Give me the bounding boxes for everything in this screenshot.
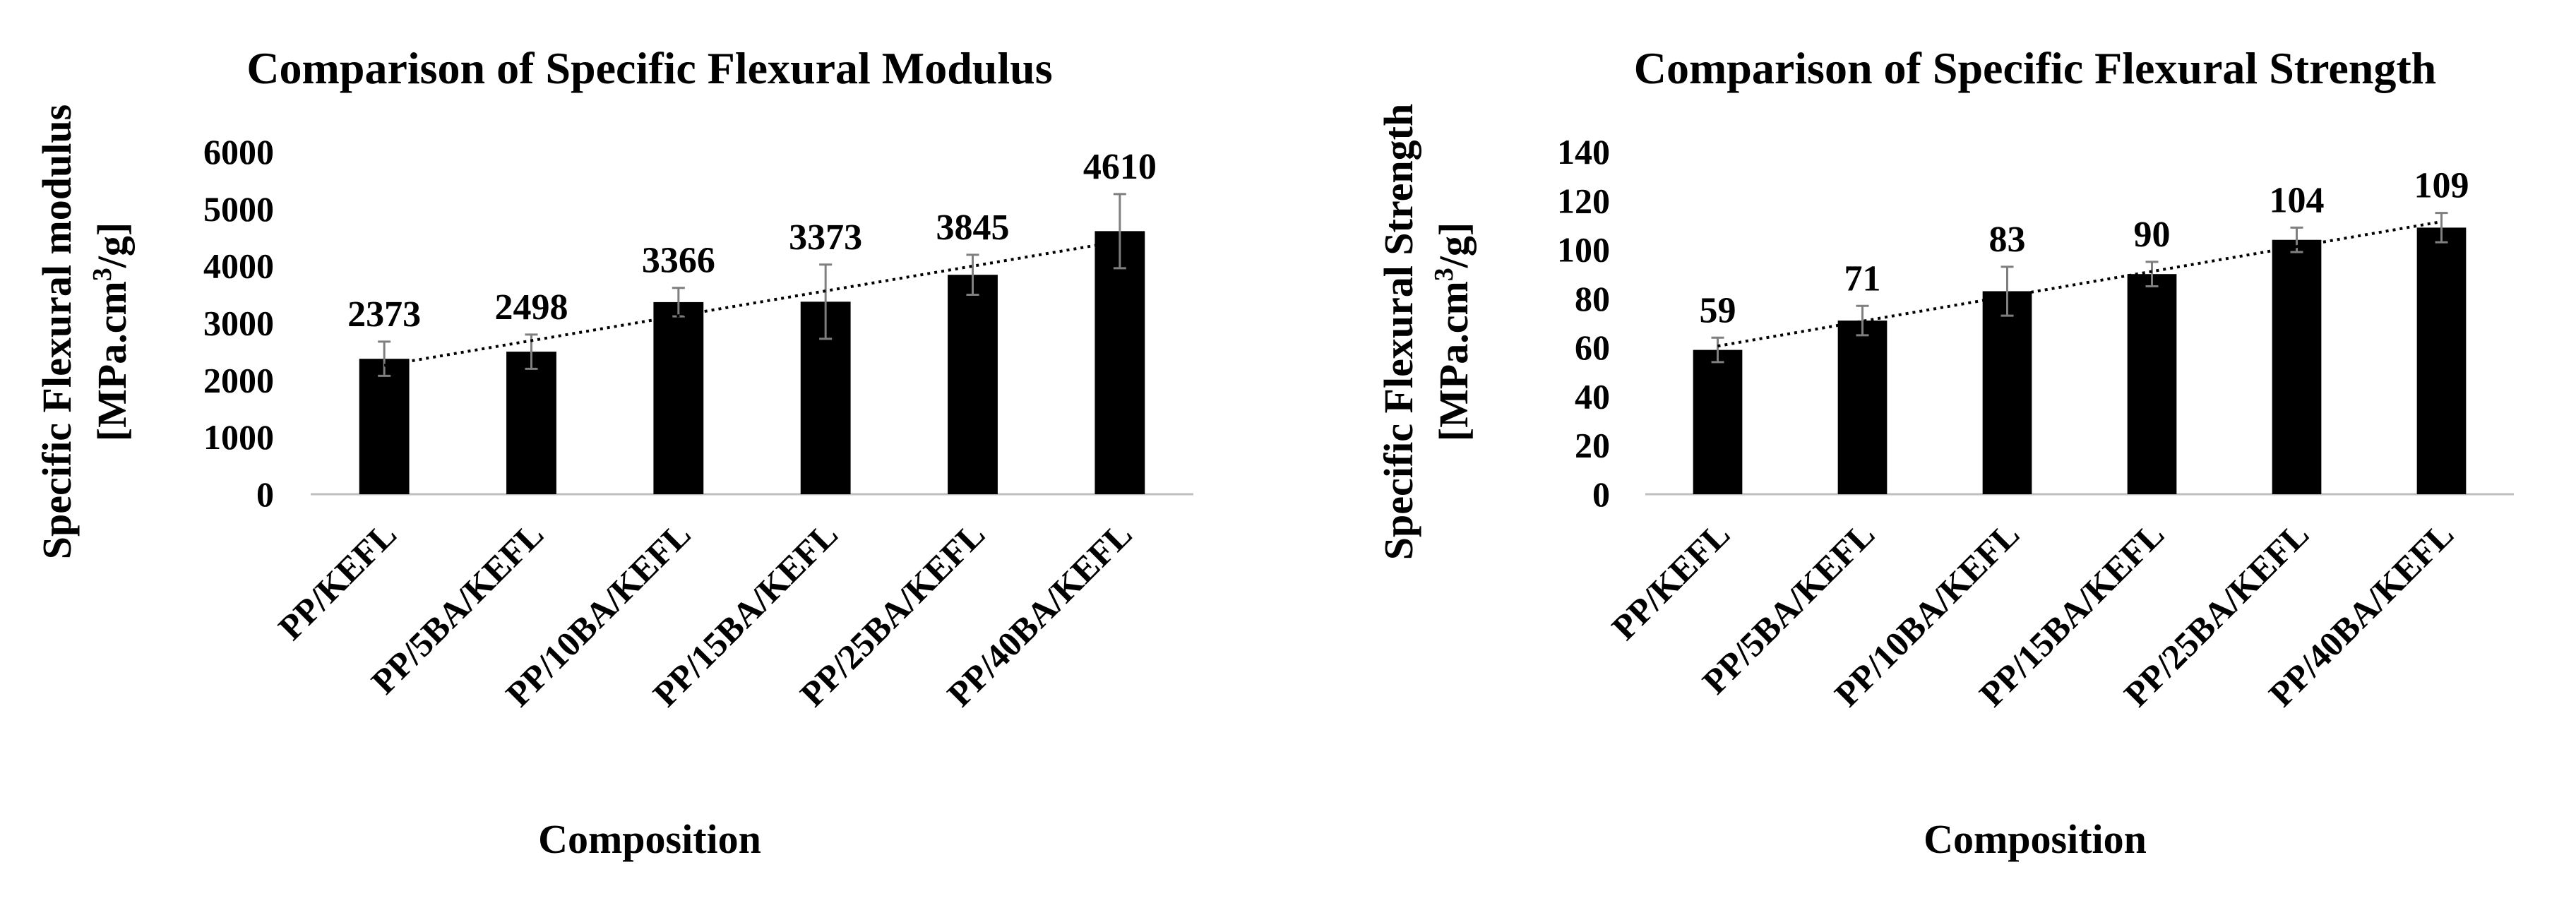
bar — [2127, 274, 2177, 494]
bar — [1693, 349, 1743, 494]
y-axis-title: Specific Flexural modulus — [34, 104, 80, 559]
data-label: 90 — [2134, 215, 2171, 255]
bar — [1982, 291, 2032, 494]
y-axis-unit: [MPa.cm3/g] — [88, 222, 135, 441]
data-label: 3373 — [789, 217, 862, 258]
y-tick-label: 2000 — [203, 360, 274, 400]
x-axis-title: Composition — [1924, 816, 2147, 862]
chart-1: Comparison of Specific Flexural Modulus S… — [34, 43, 1193, 862]
y-tick-label: 80 — [1575, 279, 1610, 318]
y-tick-label: 4000 — [203, 246, 274, 286]
category-label: PP/KEFL — [1604, 514, 1737, 647]
y-tick-label: 120 — [1557, 181, 1610, 220]
data-label: 2373 — [347, 294, 421, 335]
y-tick-label: 100 — [1557, 230, 1610, 270]
y-axis-unit: [MPa.cm3/g] — [1429, 222, 1477, 441]
y-axis-unit-text: [MPa.cm — [89, 281, 135, 441]
chart-title: Comparison of Specific Flexural Strength — [1634, 43, 2437, 93]
data-label: 59 — [1700, 290, 1736, 330]
y-axis-unit-text: /g] — [89, 222, 135, 268]
trendline — [1717, 220, 2442, 348]
bar — [1837, 321, 1888, 494]
chart-2: Comparison of Specific Flexural Strength… — [1376, 43, 2514, 862]
y-tick-label: 140 — [1557, 132, 1610, 172]
y-tick-label: 0 — [256, 474, 274, 514]
y-axis-unit-text: /g] — [1431, 222, 1477, 268]
category-label: PP/KEFL — [270, 514, 404, 647]
data-label: 104 — [2270, 180, 2325, 220]
data-label: 2498 — [495, 287, 568, 328]
bar — [506, 352, 556, 494]
bar — [948, 275, 998, 494]
y-tick-label: 0 — [1592, 474, 1610, 514]
y-tick-label: 60 — [1575, 328, 1610, 367]
bar — [2416, 227, 2467, 494]
data-label: 4610 — [1083, 147, 1157, 187]
y-axis-unit-superscript: 3 — [1429, 268, 1459, 281]
trendline — [383, 239, 1121, 367]
y-tick-label: 20 — [1575, 426, 1610, 465]
y-tick-label: 5000 — [203, 189, 274, 229]
y-axis-title: Specific Flexural Strength — [1376, 104, 1421, 561]
bar — [1095, 231, 1145, 494]
y-tick-label: 6000 — [203, 132, 274, 172]
y-axis-unit-text: [MPa.cm — [1431, 281, 1477, 441]
data-label: 3845 — [936, 208, 1010, 248]
y-tick-label: 40 — [1575, 376, 1610, 416]
data-label: 109 — [2414, 166, 2469, 206]
y-axis-unit-superscript: 3 — [88, 268, 117, 281]
y-tick-label: 3000 — [203, 304, 274, 343]
y-tick-label: 1000 — [203, 417, 274, 457]
data-label: 3366 — [642, 241, 715, 281]
x-axis-title: Composition — [538, 816, 761, 862]
bar — [2272, 239, 2322, 494]
data-label: 83 — [1989, 220, 2026, 260]
bar — [359, 359, 410, 494]
chart-title: Comparison of Specific Flexural Modulus — [246, 43, 1052, 93]
bar — [653, 301, 704, 494]
data-label: 71 — [1844, 258, 1881, 299]
